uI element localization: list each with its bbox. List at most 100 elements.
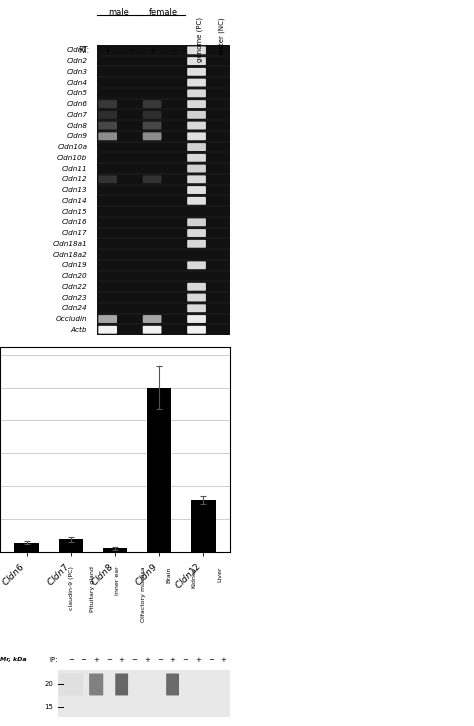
FancyBboxPatch shape (143, 326, 162, 334)
Text: Cldn18a2: Cldn18a2 (53, 251, 87, 258)
Text: Cldn16: Cldn16 (62, 219, 87, 225)
Text: Cldn5: Cldn5 (66, 90, 87, 97)
FancyBboxPatch shape (187, 143, 206, 151)
Bar (14, 542, 39, 552)
Text: Olfactory mucosa: Olfactory mucosa (141, 566, 146, 621)
Text: −: − (127, 46, 133, 55)
FancyBboxPatch shape (98, 132, 117, 140)
Text: +: + (149, 46, 155, 55)
Text: Cldn9: Cldn9 (66, 134, 87, 139)
FancyBboxPatch shape (98, 100, 117, 108)
Text: Brain: Brain (166, 566, 171, 583)
Text: −: − (68, 656, 73, 663)
Text: Cldn10a: Cldn10a (57, 144, 87, 150)
FancyBboxPatch shape (187, 304, 206, 312)
FancyBboxPatch shape (187, 122, 206, 129)
Bar (103, 548, 127, 552)
FancyBboxPatch shape (98, 122, 117, 129)
Text: Cldn3: Cldn3 (66, 69, 87, 75)
Bar (97, 45, 230, 335)
Text: Cldn18a1: Cldn18a1 (53, 241, 87, 247)
FancyBboxPatch shape (143, 111, 162, 119)
FancyBboxPatch shape (98, 326, 117, 334)
Text: Liver: Liver (217, 566, 222, 582)
Text: +: + (170, 656, 175, 663)
FancyBboxPatch shape (187, 186, 206, 194)
Text: +: + (118, 656, 125, 663)
FancyBboxPatch shape (187, 154, 206, 162)
FancyBboxPatch shape (187, 78, 206, 86)
FancyBboxPatch shape (143, 132, 162, 140)
Text: Cldn12: Cldn12 (62, 176, 87, 182)
FancyBboxPatch shape (187, 46, 206, 54)
Text: +: + (195, 656, 201, 663)
Text: Cldn15: Cldn15 (62, 208, 87, 215)
FancyBboxPatch shape (166, 674, 179, 696)
FancyBboxPatch shape (89, 674, 103, 696)
Bar (58, 670, 230, 717)
FancyBboxPatch shape (143, 122, 162, 129)
Text: Kidney: Kidney (191, 566, 197, 587)
FancyBboxPatch shape (187, 111, 206, 119)
FancyBboxPatch shape (143, 176, 162, 183)
Text: +: + (104, 46, 111, 55)
Text: −: − (208, 656, 214, 663)
Text: Cldn22: Cldn22 (62, 284, 87, 290)
FancyBboxPatch shape (187, 315, 206, 323)
FancyBboxPatch shape (187, 100, 206, 108)
FancyBboxPatch shape (115, 674, 128, 696)
FancyBboxPatch shape (187, 261, 206, 269)
FancyBboxPatch shape (187, 240, 206, 248)
Text: −: − (157, 656, 163, 663)
Text: Cldn7: Cldn7 (66, 112, 87, 118)
Text: Cldn13: Cldn13 (62, 187, 87, 193)
Text: male: male (109, 8, 129, 17)
FancyBboxPatch shape (143, 315, 162, 323)
Bar (191, 500, 216, 552)
Text: Mr, kDa: Mr, kDa (0, 657, 27, 662)
Text: −: − (131, 656, 137, 663)
FancyBboxPatch shape (187, 165, 206, 173)
Text: RT:: RT: (79, 46, 90, 55)
Text: Cldn11: Cldn11 (62, 166, 87, 171)
Text: −: − (106, 656, 112, 663)
Text: Cldn8: Cldn8 (66, 123, 87, 129)
Text: Cldn24: Cldn24 (62, 305, 87, 311)
Bar (0, 7, 230, 45)
Text: 15: 15 (45, 704, 54, 710)
Text: claudin-9 (PC): claudin-9 (PC) (70, 566, 74, 610)
FancyBboxPatch shape (187, 57, 206, 65)
FancyBboxPatch shape (187, 176, 206, 183)
Text: +: + (220, 656, 227, 663)
Text: Cldn23: Cldn23 (62, 295, 87, 301)
Text: IP:: IP: (49, 656, 57, 663)
Text: 20: 20 (45, 682, 54, 688)
FancyBboxPatch shape (98, 111, 117, 119)
Text: +: + (144, 656, 150, 663)
FancyBboxPatch shape (187, 219, 206, 227)
Text: Pituitary gland: Pituitary gland (90, 566, 95, 612)
FancyBboxPatch shape (187, 229, 206, 237)
FancyBboxPatch shape (143, 100, 162, 108)
FancyBboxPatch shape (187, 326, 206, 334)
FancyBboxPatch shape (187, 293, 206, 301)
Text: water (NC): water (NC) (219, 17, 225, 54)
Text: Cldn1: Cldn1 (66, 47, 87, 53)
Bar (59, 539, 83, 552)
Text: −: − (171, 46, 178, 55)
Text: Inner ear: Inner ear (115, 566, 120, 595)
Bar (147, 388, 171, 552)
Text: genome (PC): genome (PC) (197, 17, 203, 62)
Text: −: − (81, 656, 86, 663)
Text: Cldn4: Cldn4 (66, 80, 87, 86)
FancyBboxPatch shape (187, 283, 206, 290)
Text: Cldn10b: Cldn10b (57, 155, 87, 160)
Text: Cldn19: Cldn19 (62, 262, 87, 269)
Text: Actb: Actb (71, 327, 87, 333)
FancyBboxPatch shape (187, 89, 206, 97)
FancyBboxPatch shape (187, 197, 206, 205)
FancyBboxPatch shape (187, 132, 206, 140)
Text: Cldn2: Cldn2 (66, 58, 87, 64)
Text: Cldn6: Cldn6 (66, 101, 87, 107)
FancyBboxPatch shape (98, 176, 117, 183)
